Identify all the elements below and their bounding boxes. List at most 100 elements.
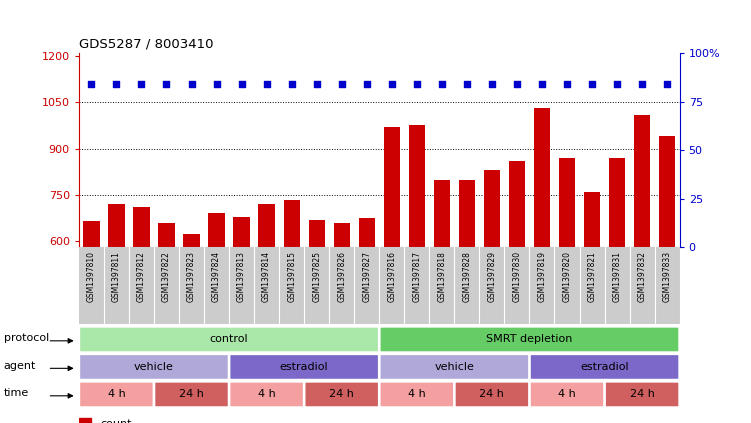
FancyBboxPatch shape: [605, 382, 679, 407]
Bar: [609, 158, 625, 423]
Bar: [434, 179, 450, 423]
Text: GSM1397823: GSM1397823: [187, 251, 196, 302]
Text: 4 h: 4 h: [558, 390, 576, 399]
Point: [411, 80, 423, 87]
Text: GSM1397814: GSM1397814: [262, 251, 271, 302]
Text: GSM1397826: GSM1397826: [337, 251, 346, 302]
Text: 24 h: 24 h: [179, 390, 204, 399]
Bar: [134, 207, 149, 423]
Text: GDS5287 / 8003410: GDS5287 / 8003410: [79, 38, 213, 51]
Point: [586, 80, 598, 87]
Text: vehicle: vehicle: [434, 362, 475, 372]
Point: [486, 80, 498, 87]
Point: [210, 80, 222, 87]
FancyBboxPatch shape: [380, 382, 454, 407]
Point: [261, 80, 273, 87]
Bar: [183, 233, 200, 423]
Point: [135, 80, 147, 87]
Bar: [108, 204, 125, 423]
Text: agent: agent: [4, 360, 36, 371]
Bar: [509, 161, 525, 423]
Bar: [479, 247, 505, 324]
Bar: [83, 221, 99, 423]
Text: GSM1397819: GSM1397819: [538, 251, 547, 302]
FancyBboxPatch shape: [380, 354, 529, 379]
Bar: [208, 214, 225, 423]
Bar: [359, 218, 375, 423]
Bar: [484, 170, 500, 423]
Text: GSM1397812: GSM1397812: [137, 251, 146, 302]
Bar: [584, 192, 600, 423]
FancyBboxPatch shape: [230, 382, 303, 407]
Text: GSM1397813: GSM1397813: [237, 251, 246, 302]
Point: [461, 80, 473, 87]
Bar: [580, 247, 605, 324]
Bar: [629, 247, 655, 324]
FancyBboxPatch shape: [380, 327, 679, 352]
Text: GSM1397833: GSM1397833: [662, 251, 671, 302]
Point: [360, 80, 372, 87]
Point: [185, 80, 198, 87]
Bar: [529, 247, 554, 324]
Bar: [404, 247, 430, 324]
Text: GSM1397832: GSM1397832: [638, 251, 647, 302]
FancyBboxPatch shape: [80, 382, 153, 407]
Text: estradiol: estradiol: [581, 362, 629, 372]
Text: 24 h: 24 h: [629, 390, 655, 399]
Text: time: time: [4, 388, 29, 398]
Point: [161, 80, 173, 87]
Text: vehicle: vehicle: [134, 362, 174, 372]
Bar: [379, 247, 404, 324]
Bar: [104, 247, 129, 324]
Bar: [158, 223, 174, 423]
Bar: [154, 247, 179, 324]
Bar: [559, 158, 575, 423]
FancyBboxPatch shape: [530, 382, 604, 407]
Text: SMRT depletion: SMRT depletion: [486, 335, 573, 344]
Point: [561, 80, 573, 87]
FancyBboxPatch shape: [230, 354, 379, 379]
Text: GSM1397829: GSM1397829: [487, 251, 496, 302]
Text: GSM1397818: GSM1397818: [437, 251, 446, 302]
FancyBboxPatch shape: [80, 327, 379, 352]
Bar: [459, 179, 475, 423]
Point: [511, 80, 523, 87]
Text: 24 h: 24 h: [329, 390, 354, 399]
Bar: [254, 247, 279, 324]
Bar: [354, 247, 379, 324]
FancyBboxPatch shape: [305, 382, 379, 407]
Bar: [659, 136, 675, 423]
Bar: [179, 247, 204, 324]
Text: GSM1397821: GSM1397821: [587, 251, 596, 302]
Point: [636, 80, 648, 87]
Bar: [505, 247, 529, 324]
Point: [436, 80, 448, 87]
Point: [336, 80, 348, 87]
Point: [285, 80, 297, 87]
Point: [311, 80, 323, 87]
Point: [661, 80, 673, 87]
Point: [386, 80, 398, 87]
Bar: [534, 108, 550, 423]
FancyBboxPatch shape: [530, 354, 679, 379]
Bar: [634, 115, 650, 423]
Point: [611, 80, 623, 87]
Point: [236, 80, 248, 87]
Text: control: control: [210, 335, 249, 344]
Text: GSM1397825: GSM1397825: [312, 251, 321, 302]
Bar: [234, 217, 249, 423]
Bar: [279, 247, 304, 324]
Bar: [329, 247, 354, 324]
Text: GSM1397824: GSM1397824: [212, 251, 221, 302]
Bar: [454, 247, 479, 324]
Bar: [554, 247, 580, 324]
Text: GSM1397831: GSM1397831: [613, 251, 622, 302]
Bar: [309, 220, 325, 423]
Bar: [79, 418, 91, 423]
Bar: [229, 247, 254, 324]
FancyBboxPatch shape: [155, 382, 228, 407]
Text: GSM1397820: GSM1397820: [562, 251, 572, 302]
Text: GSM1397828: GSM1397828: [463, 251, 472, 302]
Text: GSM1397816: GSM1397816: [388, 251, 397, 302]
Bar: [129, 247, 154, 324]
